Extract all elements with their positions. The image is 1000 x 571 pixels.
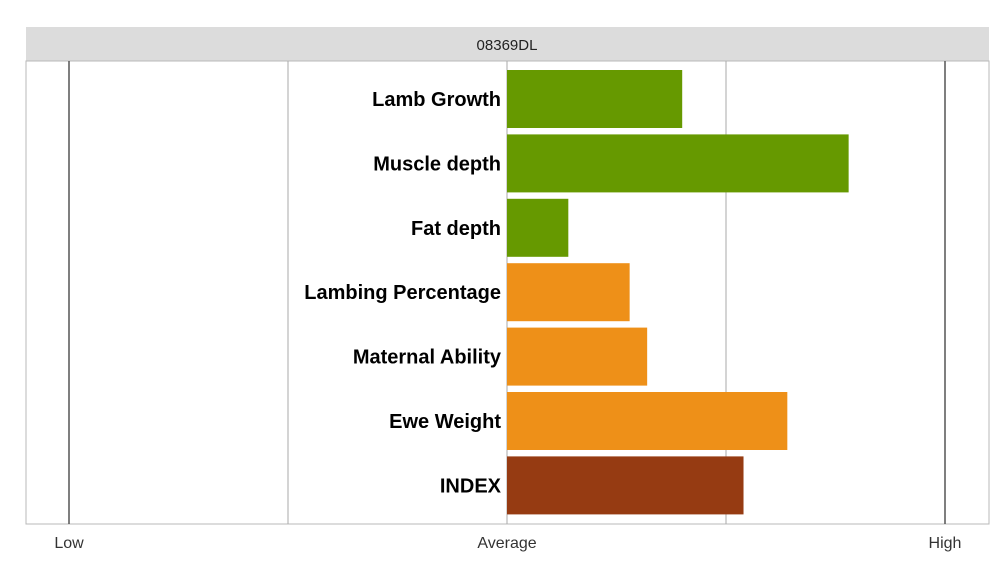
bar-maternal-ability [507, 327, 648, 386]
axis-ticks: Low Average High [54, 535, 961, 552]
bar-labels: Lamb Growth Muscle depth Fat depth Lambing … [304, 89, 502, 497]
tick-label-low: Low [54, 535, 84, 552]
bar-label-maternal-ability: Maternal Ability [353, 347, 502, 369]
bar-lambing-percentage [507, 263, 630, 322]
bars [507, 70, 849, 515]
bar-fat-depth [507, 198, 569, 257]
tick-label-high: High [929, 535, 962, 552]
bar-label-lamb-growth: Lamb Growth [372, 89, 501, 111]
bar-lamb-growth [507, 70, 683, 128]
chart-title: 08369DL [477, 37, 538, 54]
bar-label-index: INDEX [440, 475, 502, 497]
bar-index [507, 456, 744, 515]
bar-label-lambing-percentage: Lambing Percentage [304, 282, 501, 304]
bar-ewe-weight [507, 392, 788, 450]
bar-label-muscle-depth: Muscle depth [373, 153, 501, 175]
title-bar [26, 27, 989, 61]
tick-label-average: Average [477, 535, 536, 552]
bar-label-fat-depth: Fat depth [411, 218, 501, 240]
bar-muscle-depth [507, 134, 849, 193]
bar-label-ewe-weight: Ewe Weight [389, 411, 501, 433]
